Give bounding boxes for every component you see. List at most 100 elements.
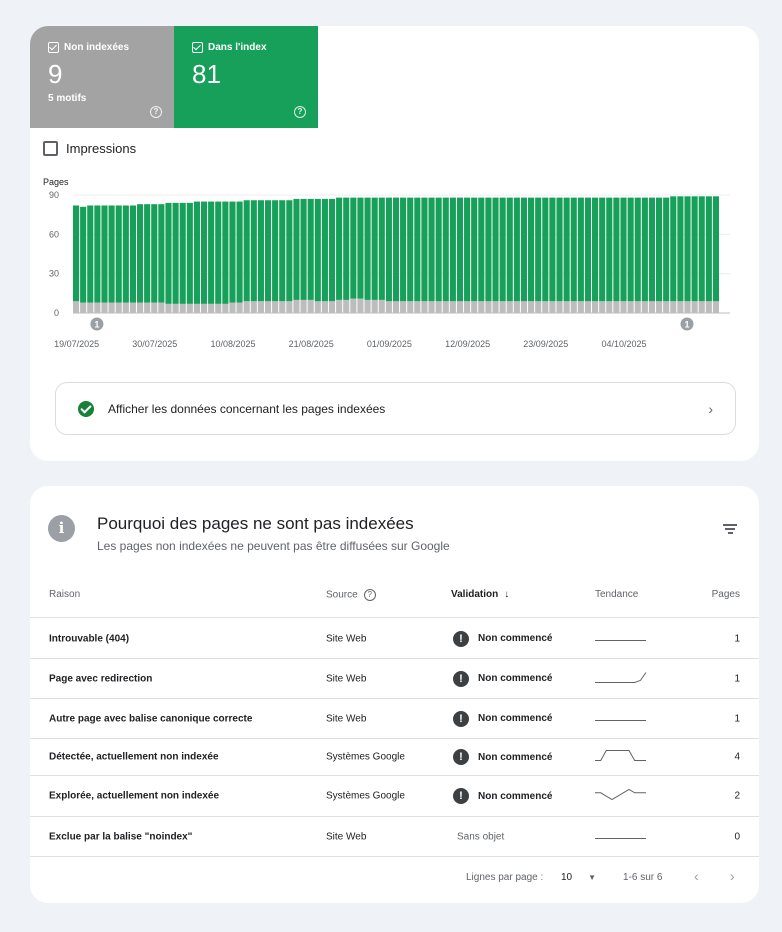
bar-segment[interactable] [200, 201, 208, 304]
bar-segment[interactable] [264, 301, 272, 313]
bar-segment[interactable] [584, 197, 592, 302]
bar-segment[interactable] [677, 196, 684, 302]
bar-segment[interactable] [73, 301, 80, 313]
bar-segment[interactable] [336, 197, 343, 300]
bar-segment[interactable] [656, 301, 663, 313]
bar-segment[interactable] [250, 200, 257, 302]
bar-segment[interactable] [307, 299, 314, 313]
bar-segment[interactable] [286, 200, 293, 302]
bar-segment[interactable] [122, 302, 129, 313]
bar-segment[interactable] [705, 196, 712, 302]
bar-segment[interactable] [528, 197, 535, 302]
bar-segment[interactable] [485, 197, 492, 302]
bar-segment[interactable] [343, 299, 350, 313]
bar-segment[interactable] [492, 197, 499, 302]
bar-segment[interactable] [464, 301, 471, 313]
bar-segment[interactable] [634, 301, 641, 313]
bar-segment[interactable] [236, 302, 243, 313]
bar-segment[interactable] [378, 299, 385, 313]
bar-segment[interactable] [80, 302, 87, 313]
bar-segment[interactable] [414, 197, 421, 302]
table-row[interactable]: Introuvable (404) Site Web! Non commencé 1 [30, 619, 759, 659]
bar-segment[interactable] [556, 301, 563, 313]
bar-segment[interactable] [421, 197, 428, 302]
bar-segment[interactable] [108, 205, 115, 303]
bar-segment[interactable] [343, 197, 350, 300]
bar-segment[interactable] [506, 301, 513, 313]
bar-segment[interactable] [193, 303, 200, 313]
bar-segment[interactable] [428, 301, 435, 313]
bar-segment[interactable] [428, 197, 435, 302]
bar-segment[interactable] [300, 299, 307, 313]
bar-segment[interactable] [584, 301, 592, 313]
bar-segment[interactable] [442, 301, 449, 313]
bar-segment[interactable] [272, 301, 279, 313]
bar-segment[interactable] [705, 301, 712, 313]
bar-segment[interactable] [293, 198, 300, 300]
bar-segment[interactable] [222, 303, 229, 313]
bar-segment[interactable] [627, 197, 634, 302]
bar-segment[interactable] [357, 197, 364, 299]
bar-segment[interactable] [243, 200, 250, 302]
bar-segment[interactable] [499, 301, 506, 313]
bar-segment[interactable] [520, 301, 528, 313]
bar-segment[interactable] [506, 197, 513, 302]
bar-segment[interactable] [336, 299, 343, 313]
bar-segment[interactable] [570, 301, 577, 313]
table-row[interactable]: Détectée, actuellement non indexée Systèm… [30, 739, 759, 776]
bar-segment[interactable] [208, 201, 215, 304]
bar-segment[interactable] [179, 303, 186, 313]
bar-segment[interactable] [229, 302, 236, 313]
bar-segment[interactable] [698, 301, 705, 313]
help-icon[interactable]: ? [294, 106, 306, 118]
bar-segment[interactable] [435, 197, 442, 302]
bar-segment[interactable] [627, 301, 634, 313]
filter-icon[interactable] [723, 524, 737, 534]
bar-segment[interactable] [535, 301, 542, 313]
bar-segment[interactable] [215, 201, 222, 304]
bar-segment[interactable] [563, 301, 570, 313]
bar-segment[interactable] [542, 197, 549, 302]
bar-segment[interactable] [293, 299, 300, 313]
bar-segment[interactable] [691, 196, 698, 302]
bar-segment[interactable] [613, 197, 620, 302]
bar-segment[interactable] [364, 299, 371, 313]
bar-segment[interactable] [279, 200, 286, 302]
bar-segment[interactable] [442, 197, 449, 302]
bar-segment[interactable] [471, 197, 478, 302]
bar-segment[interactable] [286, 301, 293, 313]
bar-segment[interactable] [400, 301, 407, 313]
bar-segment[interactable] [172, 303, 179, 313]
header-validation[interactable]: Validation ↓ [451, 589, 509, 600]
bar-segment[interactable] [677, 301, 684, 313]
bar-segment[interactable] [378, 197, 385, 300]
help-icon[interactable]: ? [150, 106, 162, 118]
bar-segment[interactable] [264, 200, 272, 302]
bar-segment[interactable] [407, 301, 414, 313]
bar-segment[interactable] [670, 196, 677, 302]
bar-segment[interactable] [136, 302, 144, 313]
bar-segment[interactable] [648, 301, 656, 313]
bar-segment[interactable] [606, 301, 613, 313]
bar-segment[interactable] [670, 301, 677, 313]
bar-segment[interactable] [94, 302, 101, 313]
table-row[interactable]: Exclue par la balise "noindex" Site Web Sa… [30, 817, 759, 857]
bar-segment[interactable] [392, 301, 400, 313]
bar-segment[interactable] [712, 196, 719, 302]
bar-segment[interactable] [350, 197, 357, 299]
bar-segment[interactable] [691, 301, 698, 313]
bar-segment[interactable] [620, 301, 627, 313]
bar-segment[interactable] [449, 301, 456, 313]
bar-segment[interactable] [101, 205, 108, 303]
bar-segment[interactable] [357, 298, 364, 313]
bar-segment[interactable] [229, 201, 236, 303]
bar-segment[interactable] [599, 197, 606, 302]
bar-segment[interactable] [492, 301, 499, 313]
bar-segment[interactable] [684, 196, 691, 302]
bar-segment[interactable] [606, 197, 613, 302]
bar-segment[interactable] [186, 202, 193, 304]
bar-segment[interactable] [158, 204, 165, 303]
bar-segment[interactable] [371, 299, 378, 313]
bar-segment[interactable] [87, 205, 94, 303]
header-source[interactable]: Source? [326, 589, 376, 601]
